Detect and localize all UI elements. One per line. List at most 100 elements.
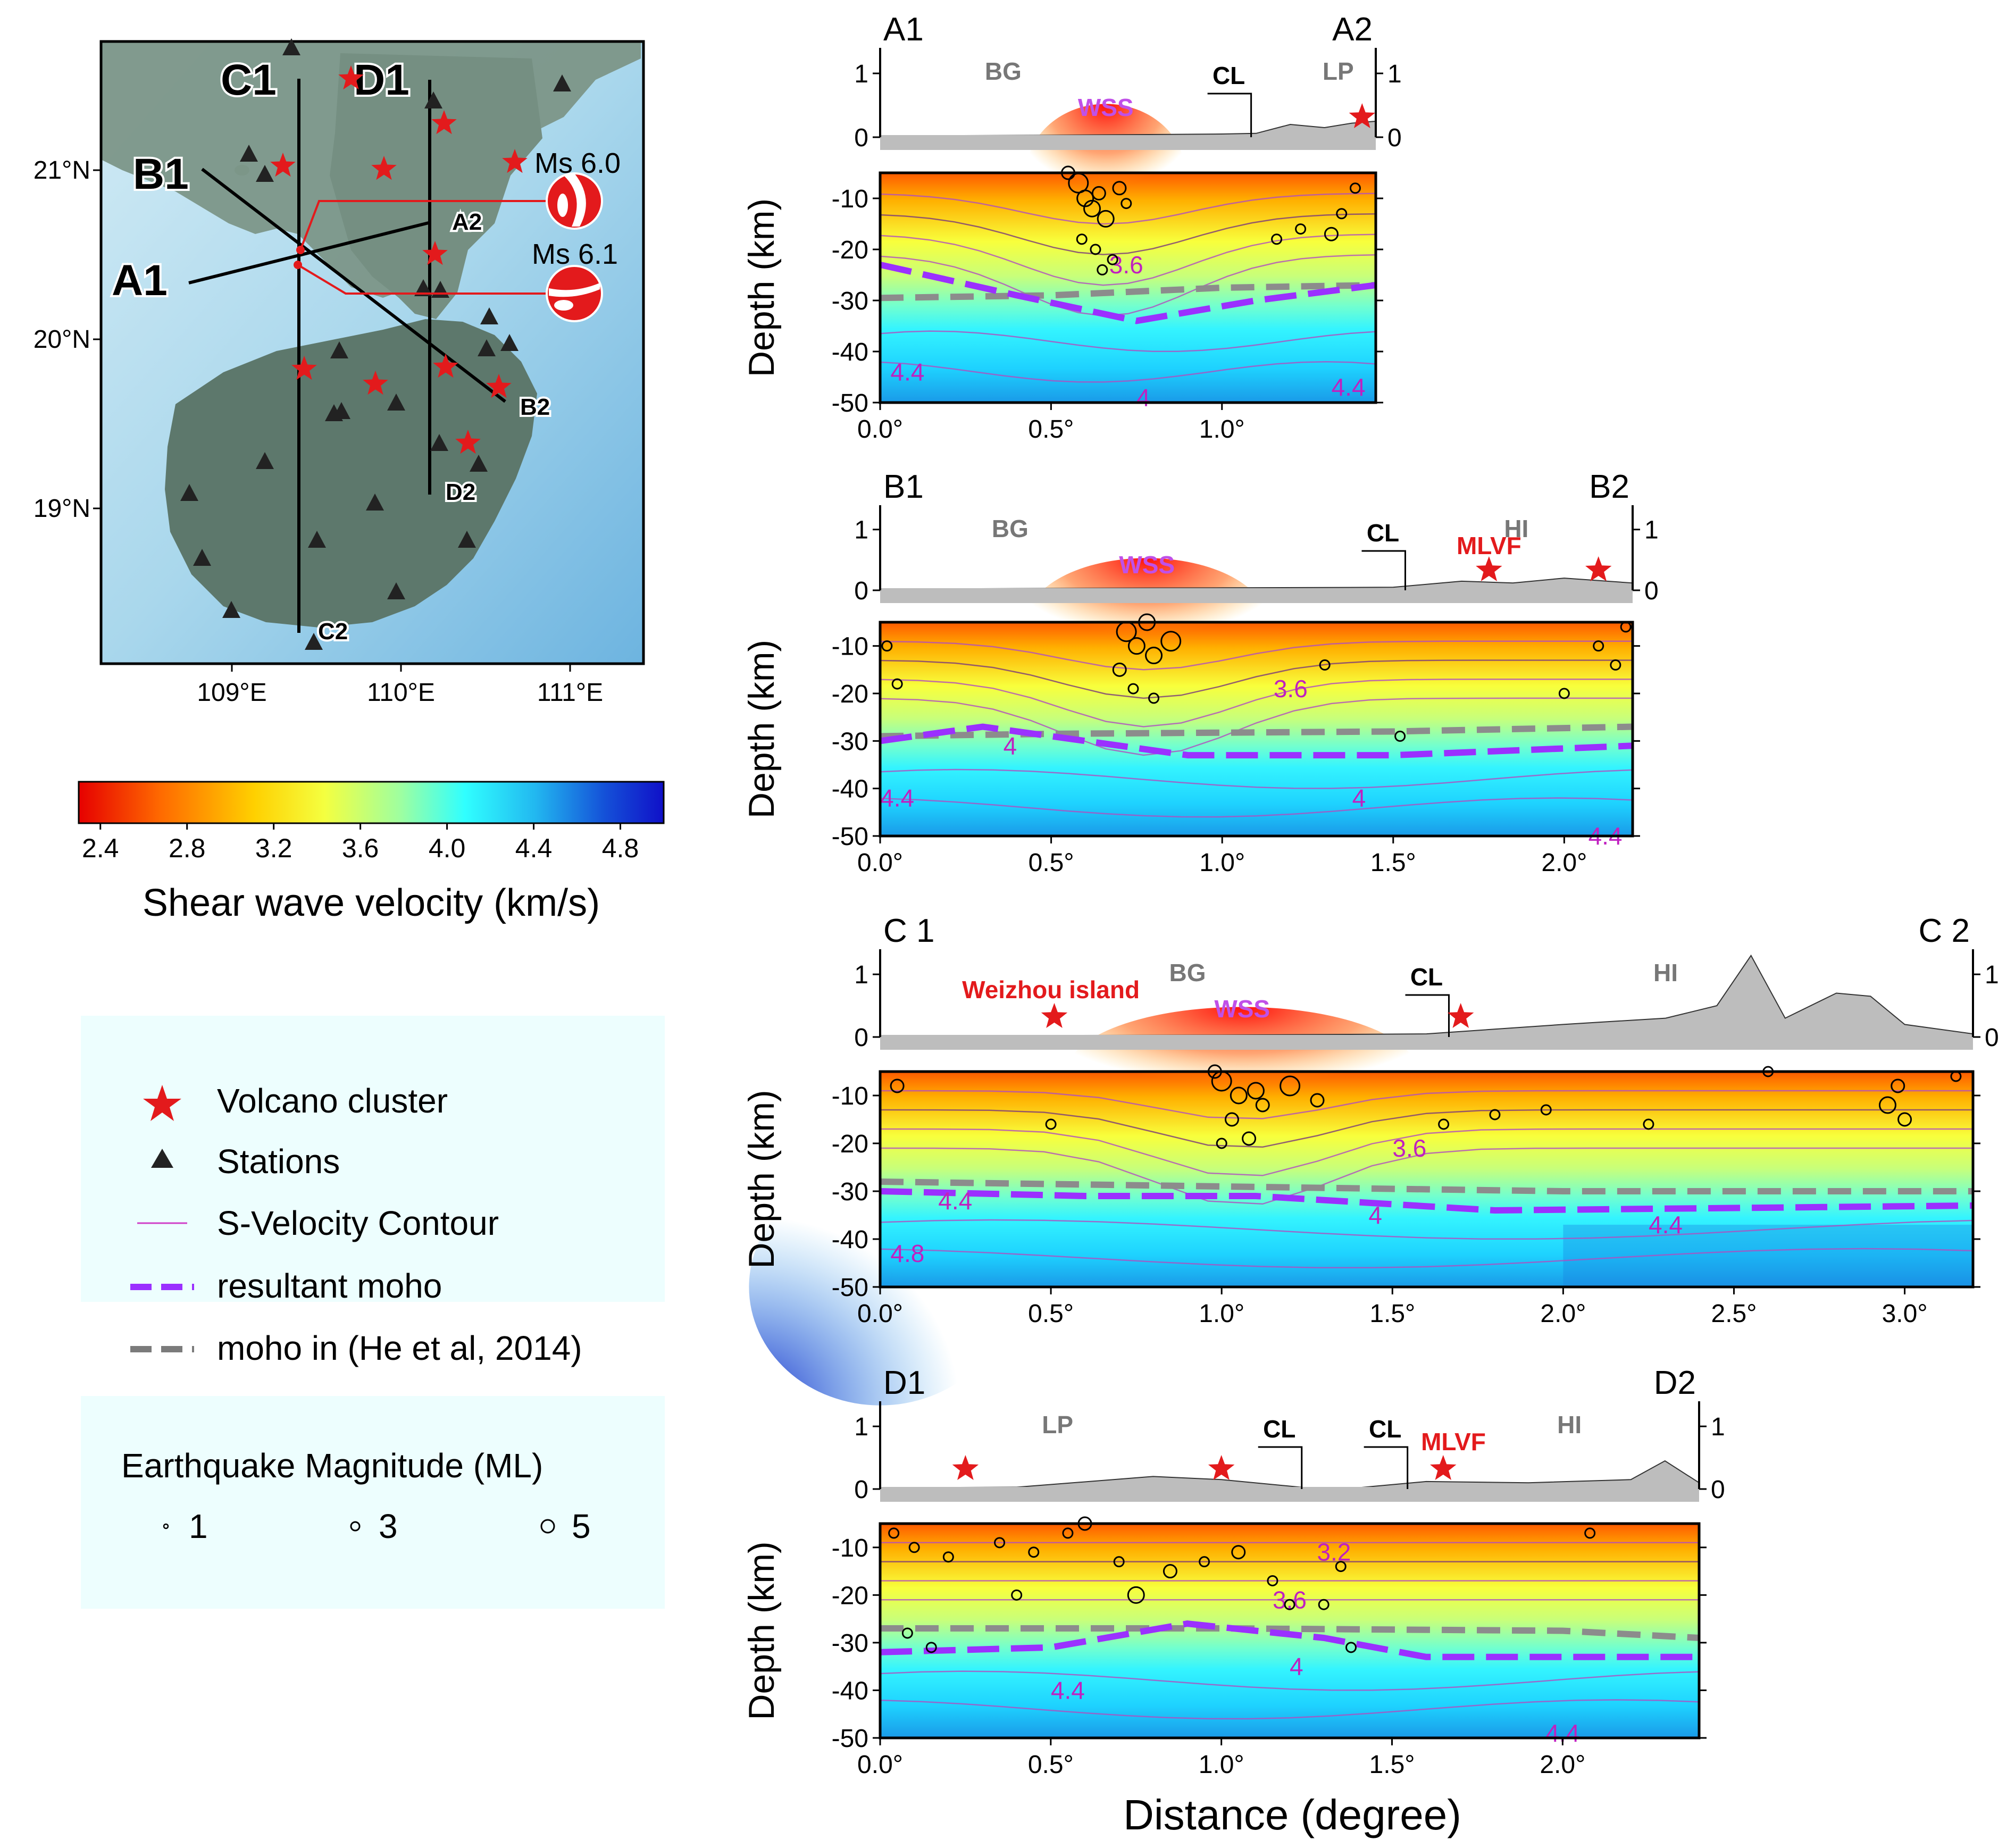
profile-label-A1: A1	[112, 256, 168, 305]
colorbar-title: Shear wave velocity (km/s)	[143, 882, 600, 924]
topo-tick-label: 1	[854, 60, 868, 88]
earthquake-marker	[1284, 1599, 1295, 1610]
magnitude-label: 3	[379, 1507, 398, 1545]
volcano-star-icon	[291, 356, 317, 380]
earthquake-marker	[1319, 659, 1331, 671]
station-icon	[414, 279, 432, 296]
y-tick-label: -40	[832, 1677, 868, 1705]
magnitude-item: 3	[350, 1507, 398, 1545]
quake-size-icon	[163, 1523, 169, 1529]
earthquake-marker	[901, 1627, 913, 1639]
earthquake-marker	[1295, 223, 1307, 235]
profile-labels: A1 B1 C1 D1 A2 B2 C2 D2	[110, 54, 552, 647]
velocity-contour	[880, 1670, 1700, 1691]
earthquake-marker	[1076, 189, 1094, 207]
topo-tick-label: 1	[854, 961, 868, 989]
x-tick-label: 0.5°	[1028, 1751, 1074, 1779]
topo-tick-label: 0	[854, 577, 868, 605]
cl-label: CL	[1410, 963, 1443, 991]
profile-label-B1: B1	[133, 150, 189, 198]
contour-label: 4	[1136, 383, 1150, 411]
velocity-contour	[880, 697, 1633, 756]
earthquake-marker	[1091, 186, 1106, 200]
contour-label: 4.4	[938, 1187, 972, 1215]
earthquake-marker	[1438, 1118, 1450, 1130]
topo-tick-label: 0	[1387, 124, 1402, 152]
earthquake-marker	[1336, 208, 1348, 220]
legend-item: resultant moho	[130, 1267, 442, 1305]
cl-label: CL	[1263, 1415, 1295, 1443]
earthquake-marker	[1199, 1556, 1210, 1568]
velocity-field	[880, 1072, 1973, 1287]
earthquake-marker	[1216, 1138, 1227, 1149]
velocity-contour	[880, 1090, 1973, 1119]
y-tick-label: -30	[832, 1178, 868, 1206]
earthquake-marker	[1310, 1093, 1325, 1108]
colorbar-tick-label: 3.6	[342, 833, 379, 863]
velocity-contour	[880, 797, 1633, 818]
cross-sections: 3.644.44.4-10-20-30-40-500.0° 0.5° 1.0°Dep…	[741, 11, 1999, 1779]
station-icon	[387, 582, 405, 599]
earthquake-marker	[1345, 1642, 1357, 1653]
earthquake-marker	[1097, 264, 1108, 275]
leizhou-south	[330, 53, 542, 319]
wss-label: WSS	[1119, 551, 1175, 579]
map-volcanoes	[270, 65, 528, 454]
y-tick-label: -10	[832, 633, 868, 661]
section-frame	[879, 1522, 1701, 1740]
earthquake-marker	[1083, 199, 1101, 218]
x-tick-label: 1.5°	[1369, 1751, 1415, 1779]
earthquake-marker	[1271, 233, 1283, 245]
station-icon	[193, 549, 211, 566]
contour-label: 4.4	[880, 784, 914, 812]
y-tick-label: -50	[832, 1725, 868, 1753]
profile-label-A2: A2	[452, 209, 482, 235]
velocity-contour	[880, 1147, 1973, 1205]
beachball-icon	[546, 265, 603, 322]
colorbar-tick-label: 4.8	[602, 833, 639, 863]
topography-base	[880, 588, 1633, 603]
stations	[180, 38, 571, 650]
earthquake-marker	[1255, 1098, 1270, 1113]
y-tick-label: -20	[832, 1582, 868, 1610]
earthquake-marker	[1163, 1564, 1177, 1579]
earthquake-marker	[1112, 181, 1127, 196]
legend-item: moho in (He et al, 2014)	[130, 1329, 582, 1367]
topo-tick-label: 0	[1711, 1476, 1725, 1504]
earthquake-marker	[891, 678, 903, 690]
earthquake-marker	[1224, 1112, 1239, 1127]
lon-label: 110°E	[367, 679, 435, 707]
legend-label: moho in (He et al, 2014)	[217, 1329, 582, 1367]
wss-label: WSS	[1078, 94, 1134, 121]
topo-tick-label: 1	[1711, 1413, 1725, 1441]
earthquake-marker	[1112, 662, 1127, 677]
velocity-contour	[880, 1109, 1973, 1148]
earthquake-marker	[942, 1551, 954, 1563]
contour-label: 4	[1352, 784, 1366, 812]
earthquake-marker	[925, 1642, 937, 1653]
section-frame	[879, 621, 1634, 838]
topography	[880, 954, 1974, 1038]
x-tick-label: 0.5°	[1028, 1300, 1074, 1328]
topo-tick-label: 1	[1644, 516, 1659, 545]
y-tick-label: -30	[832, 1629, 868, 1658]
y-tick-label: -10	[832, 185, 868, 213]
resultant-moho-line	[879, 261, 1376, 324]
he-moho-line	[880, 723, 1633, 740]
section-frame	[879, 1070, 1975, 1289]
earthquake-marker	[1394, 730, 1406, 742]
earthquake-marker	[1584, 1527, 1596, 1539]
legend-box	[81, 1016, 665, 1302]
volcano-star-icon	[371, 156, 397, 180]
velocity-contour	[880, 768, 1633, 789]
earthquake-marker	[1897, 1112, 1912, 1127]
red-star-icon	[143, 1085, 181, 1121]
velocity-contour	[880, 213, 1376, 255]
topography	[880, 1460, 1700, 1490]
earthquake-marker	[1231, 1545, 1246, 1560]
volcano-star-icon	[502, 149, 528, 173]
velocity-field	[880, 622, 1633, 836]
wss-label: WSS	[1214, 995, 1270, 1023]
earthquake-marker	[1090, 244, 1101, 255]
